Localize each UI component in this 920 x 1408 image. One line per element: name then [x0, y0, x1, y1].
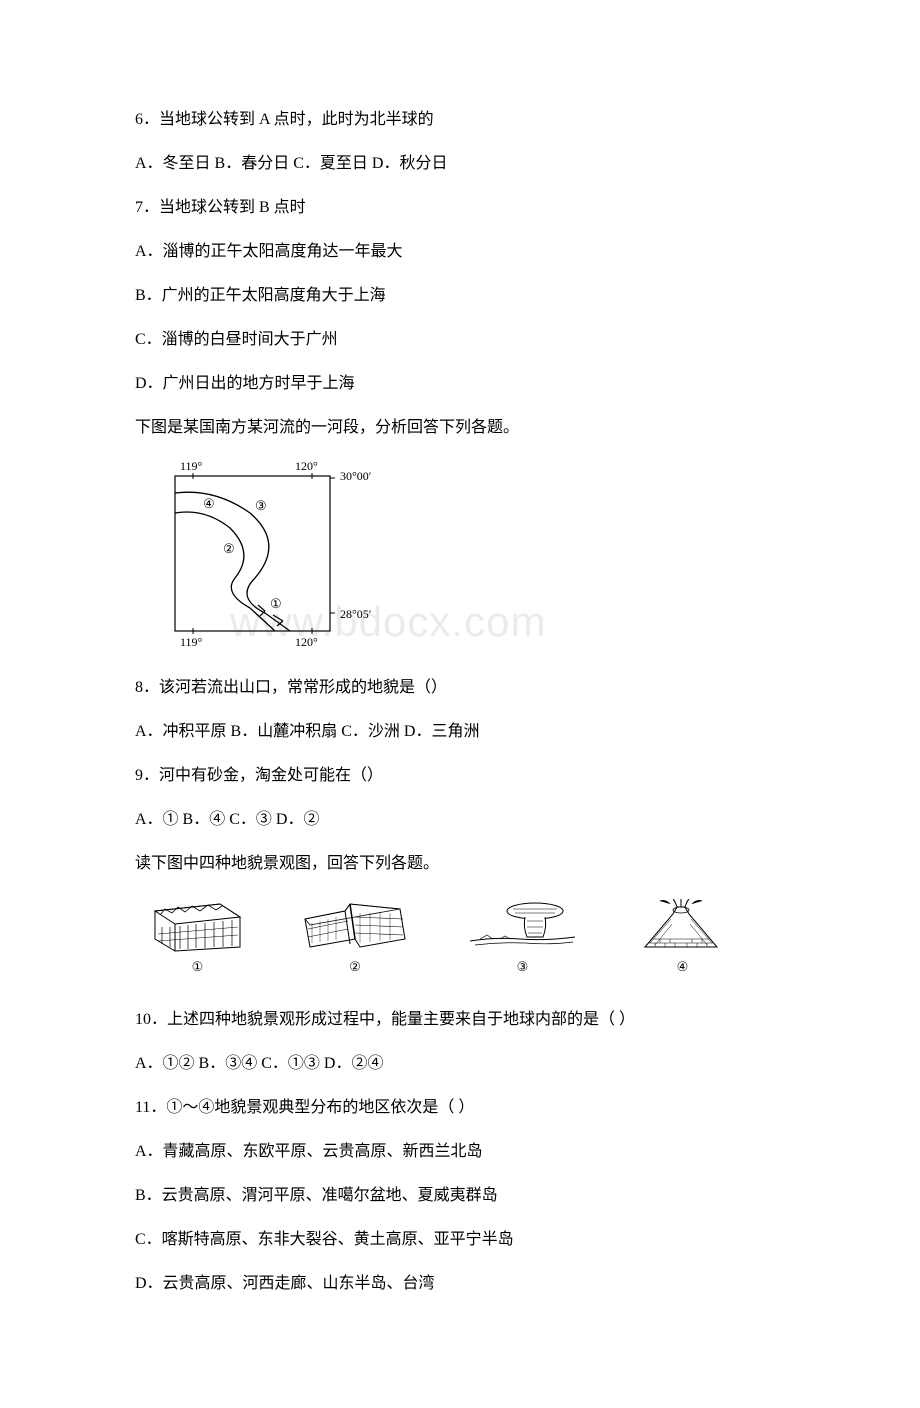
river-marker-3: ③: [255, 498, 267, 513]
q6-stem: 6．当地球公转到 A 点时，此时为北半球的: [135, 100, 785, 140]
q8-options: A．冲积平原 B．山麓冲积扇 C．沙洲 D．三角洲: [135, 712, 785, 752]
river-bottom-right-lon: 120°: [295, 635, 318, 648]
river-top-lat: 30°00′: [340, 469, 372, 483]
document-content: 6．当地球公转到 A 点时，此时为北半球的 A．冬至日 B．春分日 C．夏至日 …: [135, 100, 785, 1304]
river-bottom-left-lon: 119°: [180, 635, 203, 648]
landform-2: ②: [300, 899, 410, 975]
intro-landforms: 读下图中四种地貌景观图，回答下列各题。: [135, 844, 785, 884]
q11-optC: C．喀斯特高原、东非大裂谷、黄土高原、亚平宁半岛: [135, 1220, 785, 1260]
landform-3: ③: [465, 899, 580, 975]
q7-stem: 7．当地球公转到 B 点时: [135, 188, 785, 228]
q7-optB: B．广州的正午太阳高度角大于上海: [135, 276, 785, 316]
q7-optD: D．广州日出的地方时早于上海: [135, 364, 785, 404]
landform-2-label: ②: [349, 959, 361, 975]
q11-optB: B．云贵高原、渭河平原、准噶尔盆地、夏威夷群岛: [135, 1176, 785, 1216]
q10-options: A．①② B．③④ C．①③ D．②④: [135, 1044, 785, 1084]
q7-optA: A．淄博的正午太阳高度角达一年最大: [135, 232, 785, 272]
river-figure: 119° 120° 30°00′ ④ ③ ② ①: [155, 458, 385, 648]
q9-options: A．① B．④ C．③ D．②: [135, 800, 785, 840]
q10-stem: 10．上述四种地貌景观形成过程中，能量主要来自于地球内部的是（ ）: [135, 1000, 785, 1040]
q7-optC: C．淄博的白昼时间大于广州: [135, 320, 785, 360]
river-top-left-lon: 119°: [180, 459, 203, 473]
q11-stem: 11．①～④地貌景观典型分布的地区依次是（ ）: [135, 1088, 785, 1128]
q11-optD: D．云贵高原、河西走廊、山东半岛、台湾: [135, 1264, 785, 1304]
q9-stem: 9．河中有砂金，淘金处可能在（）: [135, 756, 785, 796]
landforms-figure: ① ②: [150, 899, 785, 975]
river-marker-4: ④: [203, 496, 215, 511]
river-bottom-lat: 28°05′: [340, 607, 372, 621]
landform-1-label: ①: [192, 959, 204, 975]
landform-3-label: ③: [517, 959, 529, 975]
river-top-right-lon: 120°: [295, 459, 318, 473]
landform-4-label: ④: [677, 959, 689, 975]
intro-river: 下图是某国南方某河流的一河段，分析回答下列各题。: [135, 408, 785, 448]
q8-stem: 8．该河若流出山口，常常形成的地貌是（）: [135, 668, 785, 708]
landform-4: ④: [635, 899, 730, 975]
q11-optA: A．青藏高原、东欧平原、云贵高原、新西兰北岛: [135, 1132, 785, 1172]
river-marker-1: ①: [270, 596, 282, 611]
q6-options: A．冬至日 B．春分日 C．夏至日 D．秋分日: [135, 144, 785, 184]
river-marker-2: ②: [223, 541, 235, 556]
landform-1: ①: [150, 899, 245, 975]
